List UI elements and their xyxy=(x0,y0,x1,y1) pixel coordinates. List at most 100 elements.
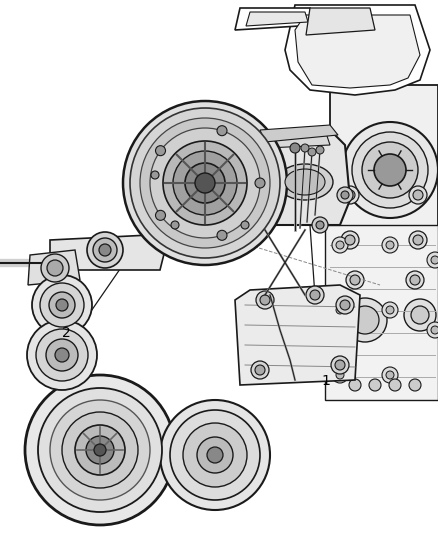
Circle shape xyxy=(255,365,265,375)
Circle shape xyxy=(332,302,348,318)
Polygon shape xyxy=(306,8,375,35)
Circle shape xyxy=(99,244,111,256)
Circle shape xyxy=(382,367,398,383)
Circle shape xyxy=(362,142,418,198)
Circle shape xyxy=(386,306,394,314)
Circle shape xyxy=(409,379,421,391)
Circle shape xyxy=(260,295,270,305)
Circle shape xyxy=(241,221,249,229)
Circle shape xyxy=(160,400,270,510)
Circle shape xyxy=(150,128,260,238)
Circle shape xyxy=(431,256,438,264)
Polygon shape xyxy=(285,5,430,95)
Circle shape xyxy=(386,371,394,379)
Polygon shape xyxy=(246,12,308,26)
Circle shape xyxy=(255,178,265,188)
Circle shape xyxy=(47,260,63,276)
Circle shape xyxy=(290,143,300,153)
Circle shape xyxy=(207,447,223,463)
Circle shape xyxy=(382,237,398,253)
Circle shape xyxy=(345,235,355,245)
Text: 1: 1 xyxy=(321,374,330,388)
Circle shape xyxy=(123,101,287,265)
Circle shape xyxy=(55,348,69,362)
Polygon shape xyxy=(330,85,438,320)
Circle shape xyxy=(155,146,166,156)
Circle shape xyxy=(409,231,427,249)
Circle shape xyxy=(25,375,175,525)
Ellipse shape xyxy=(277,164,333,200)
Polygon shape xyxy=(340,296,435,306)
Circle shape xyxy=(170,410,260,500)
Circle shape xyxy=(332,367,348,383)
Circle shape xyxy=(341,191,349,199)
Circle shape xyxy=(410,275,420,285)
Circle shape xyxy=(185,163,225,203)
Circle shape xyxy=(183,423,247,487)
Polygon shape xyxy=(235,8,315,30)
Circle shape xyxy=(56,299,68,311)
Circle shape xyxy=(404,299,436,331)
Polygon shape xyxy=(340,362,435,372)
Circle shape xyxy=(310,290,320,300)
Polygon shape xyxy=(28,250,80,285)
Polygon shape xyxy=(260,125,338,142)
Circle shape xyxy=(331,356,349,374)
Circle shape xyxy=(369,379,381,391)
Ellipse shape xyxy=(285,169,325,195)
Circle shape xyxy=(50,400,150,500)
Circle shape xyxy=(413,235,423,245)
Polygon shape xyxy=(325,225,438,400)
Circle shape xyxy=(349,379,361,391)
Circle shape xyxy=(431,326,438,334)
Circle shape xyxy=(389,379,401,391)
Circle shape xyxy=(173,151,237,215)
Circle shape xyxy=(62,412,138,488)
Circle shape xyxy=(171,221,179,229)
Circle shape xyxy=(163,141,247,225)
Circle shape xyxy=(336,296,354,314)
Polygon shape xyxy=(340,340,435,350)
Text: 2: 2 xyxy=(62,326,71,340)
Circle shape xyxy=(195,173,215,193)
Circle shape xyxy=(336,306,344,314)
Polygon shape xyxy=(155,130,350,225)
Circle shape xyxy=(406,271,424,289)
Circle shape xyxy=(350,275,360,285)
Circle shape xyxy=(409,186,427,204)
Circle shape xyxy=(306,286,324,304)
Circle shape xyxy=(386,241,394,249)
Circle shape xyxy=(130,108,280,258)
Circle shape xyxy=(94,444,106,456)
Circle shape xyxy=(75,425,125,475)
Circle shape xyxy=(316,221,324,229)
Circle shape xyxy=(46,339,78,371)
Circle shape xyxy=(40,283,84,327)
Circle shape xyxy=(86,436,114,464)
Circle shape xyxy=(312,217,328,233)
Circle shape xyxy=(301,144,309,152)
Circle shape xyxy=(140,118,270,248)
Circle shape xyxy=(427,252,438,268)
Circle shape xyxy=(93,238,117,262)
Circle shape xyxy=(345,190,355,200)
Circle shape xyxy=(332,237,348,253)
Circle shape xyxy=(36,329,88,381)
Circle shape xyxy=(336,241,344,249)
Circle shape xyxy=(411,306,429,324)
Circle shape xyxy=(237,217,253,233)
Polygon shape xyxy=(50,235,165,270)
Circle shape xyxy=(167,217,183,233)
Polygon shape xyxy=(340,384,435,394)
Polygon shape xyxy=(340,252,435,262)
Circle shape xyxy=(341,231,359,249)
Circle shape xyxy=(256,291,274,309)
Circle shape xyxy=(343,298,387,342)
Circle shape xyxy=(217,126,227,136)
Circle shape xyxy=(197,437,233,473)
Circle shape xyxy=(308,148,316,156)
Polygon shape xyxy=(182,130,330,152)
Circle shape xyxy=(251,361,269,379)
Circle shape xyxy=(32,275,92,335)
Circle shape xyxy=(335,360,345,370)
